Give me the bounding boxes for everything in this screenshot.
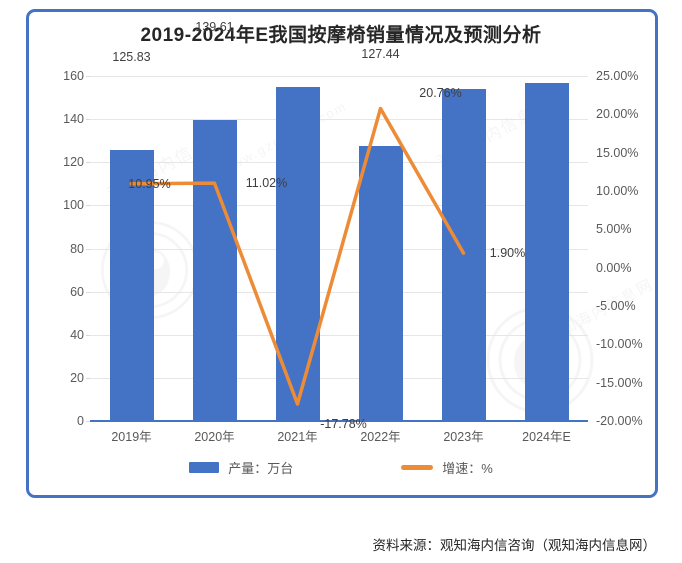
- x-axis-labels: 2019年 2020年 2021年 2022年 2023年 2024年E: [90, 426, 588, 448]
- bar-column[interactable]: [173, 76, 256, 421]
- x-tick-label: 2021年: [277, 430, 318, 444]
- gridline: [90, 119, 588, 121]
- x-axis-line: [90, 420, 588, 422]
- y-tick-label: 140: [63, 112, 84, 127]
- growth-line[interactable]: [129, 106, 466, 406]
- plot-area: 125.83139.61154.99127.44153.90156.8210.9…: [90, 0, 588, 431]
- gridline: [90, 291, 588, 293]
- bar[interactable]: [441, 89, 486, 421]
- y2-tick-label: 10.00%: [596, 184, 639, 198]
- x-tick-label: 2023年: [443, 430, 484, 444]
- legend-swatch-line-icon: [401, 465, 434, 470]
- y-axis-left: 0 20 40 60 80 100 120 140 160: [34, 69, 92, 428]
- y2-tick-label: 15.00%: [596, 145, 639, 160]
- gridline: [90, 334, 588, 336]
- y2-tick-label: -15.00%: [596, 375, 643, 390]
- bar-value-label: 127.44: [361, 46, 400, 61]
- legend-item-line[interactable]: 增速：%: [401, 458, 493, 477]
- bar[interactable]: [192, 119, 237, 421]
- x-tick-label: 2022年: [360, 430, 401, 444]
- y-tick-label: 80: [70, 241, 84, 256]
- chart-title: 2019-2024年E我国按摩椅销量情况及预测分析: [140, 25, 542, 46]
- y2-tick-label: -10.00%: [596, 337, 643, 352]
- bar-column[interactable]: [90, 76, 173, 421]
- y-tick-label: 100: [63, 198, 84, 213]
- y2-tick-label: 20.00%: [596, 107, 639, 122]
- growth-value-label: 10.95%: [128, 176, 171, 191]
- y2-tick-label: -20.00%: [596, 414, 643, 428]
- y-tick-label: 60: [70, 284, 84, 299]
- gridline: [90, 377, 588, 379]
- bar-value-label: 153.90: [444, 0, 482, 3]
- bar-column[interactable]: [422, 76, 505, 421]
- chart-legend: 产量：万台 增速：%: [0, 458, 682, 477]
- legend-swatch-bar-icon: [189, 462, 220, 473]
- y-tick-label: 0: [77, 414, 84, 428]
- y2-tick-label: 5.00%: [596, 222, 632, 237]
- x-tick-label: 2019年: [111, 430, 152, 444]
- legend-item-bar[interactable]: 产量：万台: [189, 458, 293, 477]
- line-series: [129, 106, 466, 406]
- source-note: 资料来源：观知海内信咨询（观知海内信息网）: [372, 538, 657, 553]
- bar[interactable]: [358, 146, 403, 421]
- gridline: [90, 162, 588, 164]
- bar-value-label: 139.61: [195, 20, 234, 35]
- bar-series: [90, 76, 588, 421]
- growth-value-label: 11.02%: [245, 176, 288, 191]
- growth-value-label: -17.78%: [320, 416, 367, 431]
- gridline: [90, 205, 588, 207]
- gridline: [90, 76, 588, 77]
- y-tick-label: 20: [70, 370, 84, 385]
- bar-value-label: 154.99: [278, 0, 316, 1]
- bar-column[interactable]: [505, 76, 588, 421]
- gridline: [90, 248, 588, 250]
- growth-value-label: 1.90%: [489, 246, 526, 261]
- x-tick-label: 2024年E: [522, 430, 571, 444]
- bar[interactable]: [524, 82, 569, 421]
- x-tick-label: 2020年: [194, 430, 235, 444]
- y-axis-right: -20.00% -15.00% -10.00% -5.00% 0.00% 5.00% 10.…: [596, 69, 658, 428]
- y2-tick-label: 25.00%: [596, 69, 639, 83]
- legend-label-line: 增速：%: [442, 461, 493, 476]
- y2-tick-label: 0.00%: [596, 260, 632, 275]
- bar-column[interactable]: [339, 76, 422, 421]
- bar-value-label: 125.83: [112, 49, 151, 64]
- y2-tick-label: -5.00%: [596, 299, 636, 313]
- growth-value-label: 20.76%: [419, 85, 462, 100]
- legend-label-bar: 产量：万台: [228, 461, 294, 476]
- bar[interactable]: [109, 149, 154, 421]
- y-tick-label: 160: [63, 69, 84, 83]
- y-tick-label: 40: [70, 327, 84, 342]
- y-tick-label: 120: [63, 155, 84, 170]
